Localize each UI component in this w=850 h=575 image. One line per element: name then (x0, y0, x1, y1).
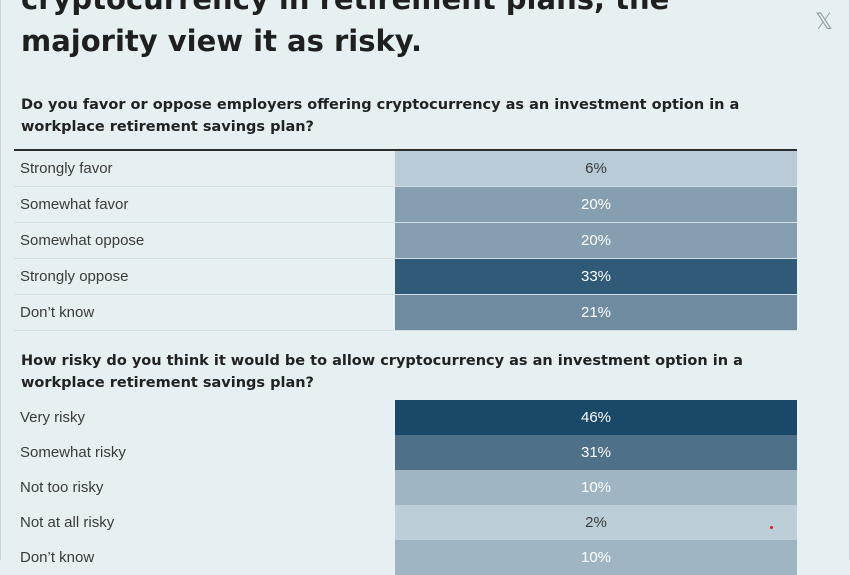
row-label: Strongly oppose (20, 268, 129, 285)
value-cell: 20% (395, 187, 797, 222)
value-cell: 10% (395, 540, 797, 575)
marker-dot (770, 526, 773, 529)
table-row: Don’t know 21% (14, 295, 797, 331)
table-row: Somewhat risky 31% (14, 435, 797, 470)
table-row: Strongly oppose 33% (14, 259, 797, 295)
table-row: Don’t know 10% (14, 540, 797, 575)
row-label: Not too risky (20, 479, 104, 496)
table-row: Not at all risky 2% (14, 505, 797, 540)
table-row: Somewhat favor 20% (14, 187, 797, 223)
table-row: Very risky 46% (14, 400, 797, 435)
value-cell: 33% (395, 259, 797, 294)
value-cell: 6% (395, 151, 797, 186)
question-1: Do you favor or oppose employers offerin… (21, 97, 740, 135)
value-cell: 20% (395, 223, 797, 258)
row-label: Somewhat oppose (20, 232, 145, 249)
chart-title: cryptocurrency in retirement plans, the … (21, 0, 669, 58)
table-row: Somewhat oppose 20% (14, 223, 797, 259)
results-table-1: Strongly favor 6% Somewhat favor 20% Som… (14, 149, 797, 331)
row-label: Don’t know (20, 549, 95, 566)
value-cell: 2% (395, 505, 797, 540)
x-logo-icon[interactable]: 𝕏 (815, 10, 833, 35)
row-label: Don’t know (20, 304, 95, 321)
row-label: Somewhat risky (20, 444, 126, 461)
row-label: Not at all risky (20, 514, 115, 531)
row-label: Somewhat favor (20, 196, 129, 213)
table-row: Strongly favor 6% (14, 151, 797, 187)
row-label: Strongly favor (20, 160, 113, 177)
value-cell: 31% (395, 435, 797, 470)
value-cell: 10% (395, 470, 797, 505)
table-row: Not too risky 10% (14, 470, 797, 505)
row-label: Very risky (20, 409, 86, 426)
results-table-2: Very risky 46% Somewhat risky 31% Not to… (14, 400, 797, 575)
value-cell: 46% (395, 400, 797, 435)
value-cell: 21% (395, 295, 797, 330)
question-2: How risky do you think it would be to al… (21, 353, 743, 391)
